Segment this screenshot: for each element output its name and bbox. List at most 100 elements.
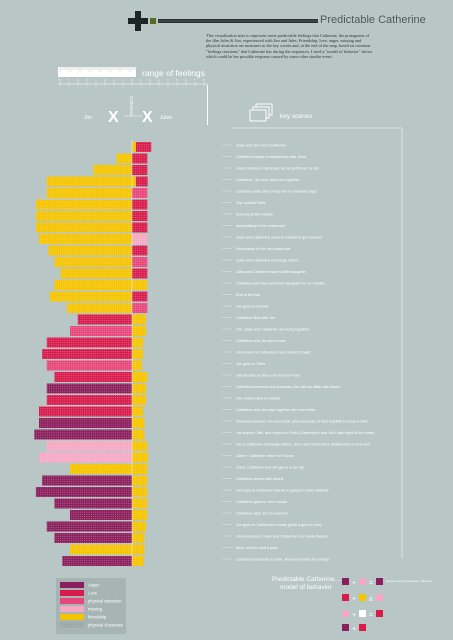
intro-paragraph: This visualization tries to represent so… bbox=[206, 33, 373, 59]
scene-label: Catherine and Jim stay together one more… bbox=[236, 408, 315, 412]
bar-pattern bbox=[60, 268, 133, 279]
bar-pattern bbox=[132, 521, 146, 532]
bar-pattern bbox=[132, 245, 148, 256]
scene-label: Catherine asks Jim to meet her bbox=[236, 512, 289, 516]
legend: Anger Love physical attraction missing frien… bbox=[56, 578, 126, 634]
bar-pattern bbox=[132, 303, 148, 313]
scene-label: Catherine and Jim are in love bbox=[236, 339, 285, 343]
model-sq-7 bbox=[342, 610, 349, 617]
scene-label: Tensions between Jim and Cath, arise bec… bbox=[236, 420, 368, 424]
character-jim: Jim bbox=[84, 115, 92, 121]
scene-label: Evening at the theatre bbox=[236, 213, 273, 217]
scene-label: Catherine, Jim and Jules run together bbox=[236, 178, 300, 182]
bar-pattern bbox=[132, 372, 148, 382]
model-sq-10 bbox=[342, 624, 349, 631]
characters-header: Jim X Catherine X Jules bbox=[84, 96, 172, 126]
bar-pattern bbox=[35, 211, 132, 221]
model-sq-8 bbox=[359, 610, 366, 617]
bar-pattern bbox=[39, 418, 132, 428]
bar-pattern bbox=[49, 291, 132, 302]
range-of-feelings-label: range of feelings bbox=[142, 68, 205, 78]
scene-label: Jim leaves Cath. and returns to Paris (C… bbox=[236, 431, 375, 435]
bar-pattern bbox=[70, 464, 132, 474]
legend-label: Love bbox=[88, 591, 98, 596]
bar-pattern bbox=[132, 211, 148, 221]
bar-pattern bbox=[70, 544, 132, 555]
bar-pattern bbox=[42, 349, 132, 359]
bar-pattern bbox=[132, 556, 144, 566]
scene-label: Jim goes to Catherine's house (pulls a g… bbox=[236, 523, 322, 527]
bar-pattern bbox=[132, 510, 148, 520]
bar-pattern bbox=[54, 372, 132, 382]
key-scenes-label: key scenes bbox=[280, 113, 313, 120]
header-logo bbox=[128, 11, 318, 31]
scene-label: Jules introduce Catherine, as his girlfr… bbox=[236, 167, 319, 171]
scene-label: Jim, Jules and Catherine are living toge… bbox=[236, 328, 310, 332]
scene-label: Immediately in the restaurant bbox=[236, 224, 286, 228]
scale-tick-label: 2 bbox=[149, 78, 151, 82]
bar-pattern bbox=[132, 418, 145, 428]
bar-pattern bbox=[46, 383, 132, 394]
scene-label: three of them visit a park bbox=[236, 546, 278, 550]
scene-label: Trip outside Paris bbox=[236, 201, 266, 205]
scene-label: Jules and Jim meet Catherine bbox=[236, 144, 286, 148]
legend-label: physical attraction bbox=[88, 599, 122, 604]
bar-pattern bbox=[132, 188, 148, 198]
model-sq-9 bbox=[376, 610, 383, 617]
bar-pattern bbox=[132, 199, 148, 210]
bar-pattern bbox=[70, 326, 132, 336]
scene-label: Catherine flirts with Jim bbox=[236, 316, 275, 320]
scene-label: Jules and Catherine have a little daught… bbox=[236, 270, 307, 274]
ruler-icon bbox=[58, 67, 136, 77]
bar-pattern bbox=[132, 280, 148, 290]
bar-pattern bbox=[46, 176, 132, 187]
less-equal-sign: ≤ bbox=[369, 596, 373, 603]
scene-label: Jim comes back to Austria bbox=[236, 397, 281, 401]
bar-pattern bbox=[132, 337, 144, 348]
scene-label: End of the war bbox=[236, 293, 261, 297]
plus-sign: + bbox=[352, 596, 356, 603]
bar-pattern bbox=[132, 222, 148, 233]
bar-pattern bbox=[35, 222, 132, 233]
bar-pattern bbox=[132, 176, 136, 187]
scene-label: Catherine torments and punishes Jim with… bbox=[236, 385, 341, 389]
bar-pattern bbox=[54, 498, 132, 509]
scene-label: Catherine begins a relationship with Jul… bbox=[236, 155, 306, 159]
scene-label: Jim e Catherine exchange letters, Jim's … bbox=[236, 443, 371, 447]
bar-pattern bbox=[132, 383, 146, 394]
bar-pattern bbox=[54, 257, 132, 267]
bar-pattern bbox=[46, 395, 132, 405]
bar-pattern bbox=[132, 153, 148, 164]
scale-tick-label: 4 bbox=[95, 78, 97, 82]
scene-label: Declaration of the first world war bbox=[236, 247, 291, 251]
scale-tick-label: 2 bbox=[113, 78, 115, 82]
bar-pattern bbox=[46, 521, 132, 532]
scale-tick-label: 6 bbox=[77, 78, 79, 82]
scene-label: Jim encounters Jules and Catherine in a … bbox=[236, 535, 328, 539]
page-title: Predictable Catherine bbox=[320, 14, 426, 26]
bar-pattern bbox=[35, 487, 132, 497]
scene-label: Jim moves to Catherine's and Jules's Cha… bbox=[236, 351, 311, 355]
model-label-line2: model of behavior bbox=[280, 584, 332, 591]
scene-label: Catherine asks Jim to help her to makebe… bbox=[236, 190, 317, 194]
bar-pattern bbox=[132, 406, 144, 417]
scene-label: Jim decides to stay a bit more in Paris bbox=[236, 374, 300, 378]
scene-label: Jules and Catherine exchange letters bbox=[236, 259, 299, 263]
scale-tick-label: 1 bbox=[122, 78, 124, 82]
bar-pattern bbox=[132, 395, 146, 405]
scale-tick-label: 7 bbox=[194, 78, 196, 82]
bar-pattern bbox=[46, 360, 132, 371]
bar-pattern bbox=[132, 475, 148, 486]
scene-label: Catherine proceeds to drive Jim and hers… bbox=[236, 558, 329, 562]
bar-pattern bbox=[132, 360, 142, 371]
bar-pattern bbox=[132, 291, 148, 302]
scale-tick-label: 5 bbox=[176, 78, 178, 82]
bar-pattern bbox=[132, 268, 148, 279]
bar-pattern bbox=[39, 406, 132, 417]
legend-swatch bbox=[60, 598, 84, 604]
model-sq-4 bbox=[342, 594, 349, 601]
scale-tick-label: 0 bbox=[131, 78, 133, 82]
equals-sign: = bbox=[369, 612, 373, 619]
scene-label: Jim goes to Paris bbox=[236, 362, 265, 366]
scene-label: Catherine goes to Jim's house bbox=[236, 500, 287, 504]
